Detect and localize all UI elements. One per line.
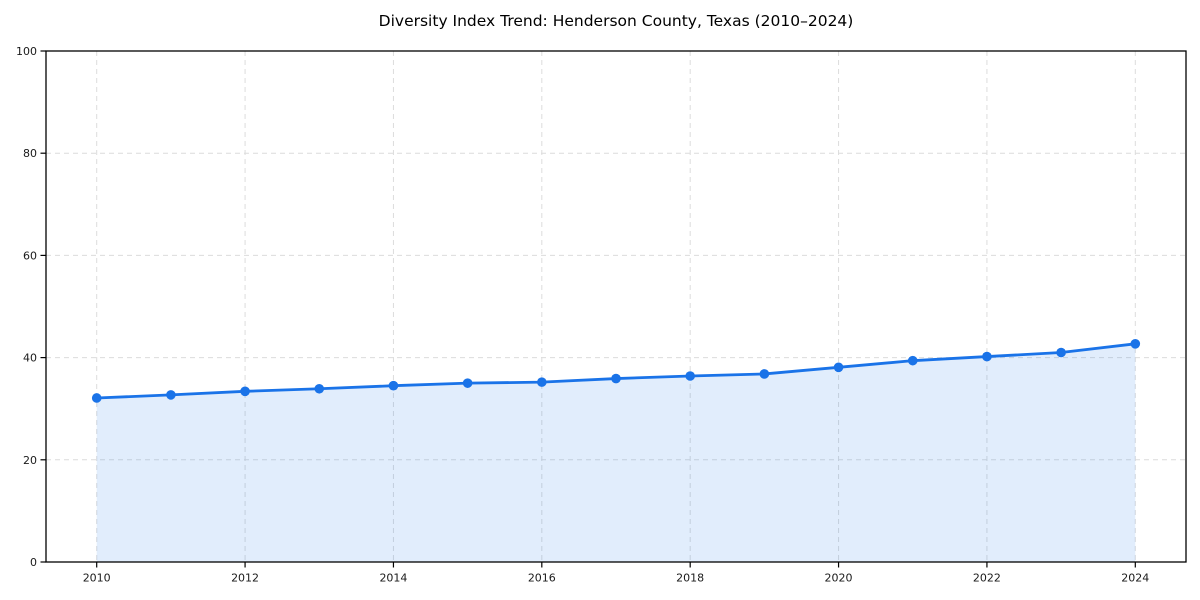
chart-title: Diversity Index Trend: Henderson County,…	[378, 12, 854, 30]
y-tick-label: 100	[16, 45, 37, 58]
data-point	[982, 351, 992, 362]
area-fill	[96, 343, 1136, 562]
data-point	[388, 380, 399, 391]
data-point	[462, 378, 473, 388]
data-point	[314, 383, 325, 394]
data-point	[1130, 339, 1141, 349]
data-point	[537, 377, 547, 387]
y-tick-label: 40	[23, 352, 37, 365]
y-tick-label: 80	[23, 147, 37, 160]
data-point	[611, 373, 621, 384]
plot-border	[45, 50, 1187, 563]
x-tick-label: 2016	[528, 572, 556, 585]
x-tick-label: 2014	[379, 572, 407, 585]
y-tick-label: 60	[23, 249, 37, 262]
data-point	[833, 362, 844, 373]
data-point	[240, 386, 250, 397]
y-tick-label: 0	[30, 556, 37, 569]
y-tick-label: 20	[23, 454, 37, 467]
x-tick-label: 2020	[825, 572, 853, 585]
x-tick-label: 2012	[231, 572, 259, 585]
data-point	[91, 393, 102, 403]
x-tick-label: 2018	[676, 572, 704, 585]
data-point	[166, 390, 176, 400]
data-point	[1056, 347, 1066, 358]
data-point	[685, 371, 695, 381]
x-tick-label: 2024	[1121, 572, 1149, 585]
x-tick-label: 2022	[973, 572, 1001, 585]
x-tick-label: 2010	[83, 572, 111, 585]
data-point	[759, 369, 770, 379]
data-point	[907, 355, 918, 366]
